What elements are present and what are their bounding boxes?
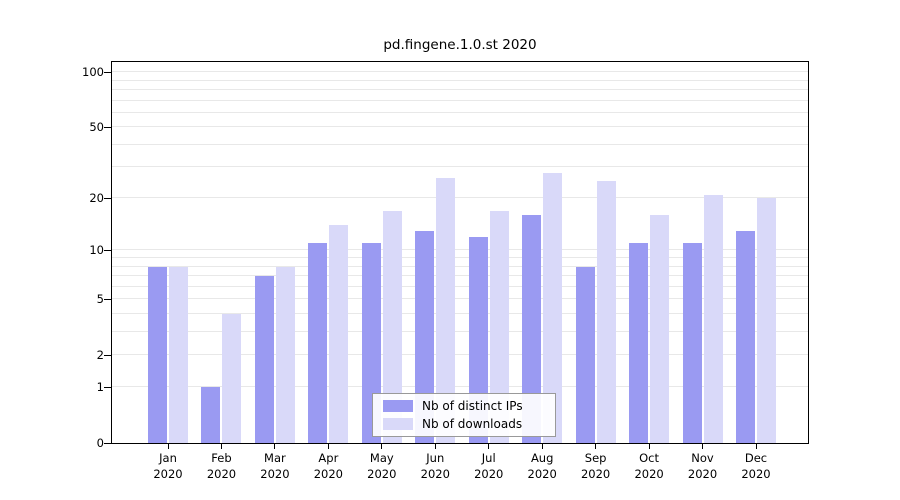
bar-downloads-apr — [329, 225, 349, 443]
legend-label-distinct-ips: Nb of distinct IPs — [422, 399, 523, 413]
x-tick-label-may: May 2020 — [367, 451, 397, 481]
x-tick-mark — [702, 444, 704, 449]
x-tick-label-feb: Feb 2020 — [206, 451, 237, 481]
gridline — [112, 285, 808, 287]
bar-downloads-jan — [169, 266, 188, 443]
gridline — [112, 312, 808, 314]
x-tick-label-oct: Oct 2020 — [634, 451, 664, 481]
gridline — [112, 79, 808, 81]
bar-distinct-ips-jun — [415, 231, 435, 443]
bar-downloads-aug — [543, 172, 563, 443]
gridline — [112, 265, 808, 267]
gridline — [112, 99, 808, 101]
y-tick-mark — [104, 354, 111, 356]
bar-distinct-ips-aug — [522, 215, 542, 443]
y-tick-mark — [104, 299, 111, 301]
bar-downloads-mar — [275, 266, 295, 443]
y-tick-label: 10 — [89, 243, 104, 258]
bar-downloads-jul — [489, 210, 509, 443]
gridline — [112, 143, 808, 145]
bar-distinct-ips-apr — [308, 243, 328, 443]
gridline — [112, 111, 808, 113]
bar-distinct-ips-mar — [254, 275, 274, 443]
bar-distinct-ips-jul — [468, 236, 488, 443]
bar-downloads-oct — [650, 215, 670, 443]
gridline — [112, 330, 808, 332]
gridline — [112, 386, 808, 388]
bar-downloads-jun — [436, 178, 456, 443]
legend-label-downloads: Nb of downloads — [422, 417, 523, 431]
legend-swatch-distinct-ips — [383, 400, 413, 412]
gridline — [112, 89, 808, 91]
y-tick-label: 5 — [96, 292, 104, 307]
x-tick-label-apr: Apr 2020 — [313, 451, 343, 481]
x-tick-label-jun: Jun 2020 — [420, 451, 450, 481]
y-tick-label: 100 — [82, 65, 104, 80]
chart-title: pd.fingene.1.0.st 2020 — [383, 37, 537, 53]
gridline — [112, 298, 808, 300]
y-tick-mark — [104, 250, 111, 252]
x-tick-mark — [595, 444, 597, 449]
x-tick-mark — [167, 444, 169, 449]
y-tick-label: 50 — [89, 120, 104, 135]
x-tick-mark — [434, 444, 436, 449]
bar-distinct-ips-oct — [629, 243, 649, 443]
x-tick-mark — [541, 444, 543, 449]
x-tick-label-jan: Jan 2020 — [153, 451, 183, 481]
bar-downloads-feb — [222, 313, 242, 443]
gridline — [112, 126, 808, 128]
y-tick-mark — [104, 387, 111, 389]
y-tick-label: 1 — [96, 380, 104, 395]
bar-distinct-ips-sep — [575, 266, 595, 443]
y-tick-label: 20 — [89, 191, 104, 206]
x-tick-mark — [220, 444, 222, 449]
x-tick-label-nov: Nov 2020 — [687, 451, 718, 481]
bar-distinct-ips-dec — [736, 231, 755, 443]
plot-area: Nb of distinct IPs Nb of downloads — [111, 61, 809, 444]
gridline — [112, 257, 808, 259]
x-tick-mark — [648, 444, 650, 449]
x-tick-label-dec: Dec 2020 — [741, 451, 771, 481]
y-tick-label: 0 — [96, 436, 104, 450]
gridline — [112, 249, 808, 251]
bar-distinct-ips-feb — [201, 387, 221, 443]
legend-swatch-downloads — [383, 418, 413, 430]
y-tick-mark — [104, 127, 111, 129]
x-tick-label-sep: Sep 2020 — [580, 451, 611, 481]
x-tick-label-mar: Mar 2020 — [260, 451, 290, 481]
x-tick-mark — [755, 444, 757, 449]
gridline — [112, 353, 808, 355]
x-tick-mark — [274, 444, 276, 449]
bar-downloads-may — [382, 210, 402, 443]
bar-distinct-ips-jan — [148, 266, 167, 443]
gridline — [112, 197, 808, 199]
x-tick-label-jul: Jul 2020 — [474, 451, 504, 481]
legend-item-downloads: Nb of downloads — [383, 417, 545, 431]
y-tick-label: 2 — [96, 347, 104, 362]
x-tick-mark — [327, 444, 329, 449]
y-tick-mark — [104, 72, 111, 74]
x-tick-mark — [488, 444, 490, 449]
legend-item-distinct-ips: Nb of distinct IPs — [383, 399, 545, 413]
legend: Nb of distinct IPs Nb of downloads — [372, 393, 556, 437]
bar-distinct-ips-nov — [682, 243, 702, 443]
y-tick-mark — [104, 198, 111, 200]
x-tick-mark — [381, 444, 383, 449]
y-tick-mark — [104, 443, 111, 444]
bar-downloads-nov — [703, 194, 723, 443]
bar-downloads-sep — [596, 181, 616, 443]
gridline — [112, 166, 808, 168]
x-tick-label-aug: Aug 2020 — [527, 451, 557, 481]
bar-downloads-dec — [757, 198, 776, 443]
gridline — [112, 274, 808, 276]
gridline — [112, 71, 808, 73]
